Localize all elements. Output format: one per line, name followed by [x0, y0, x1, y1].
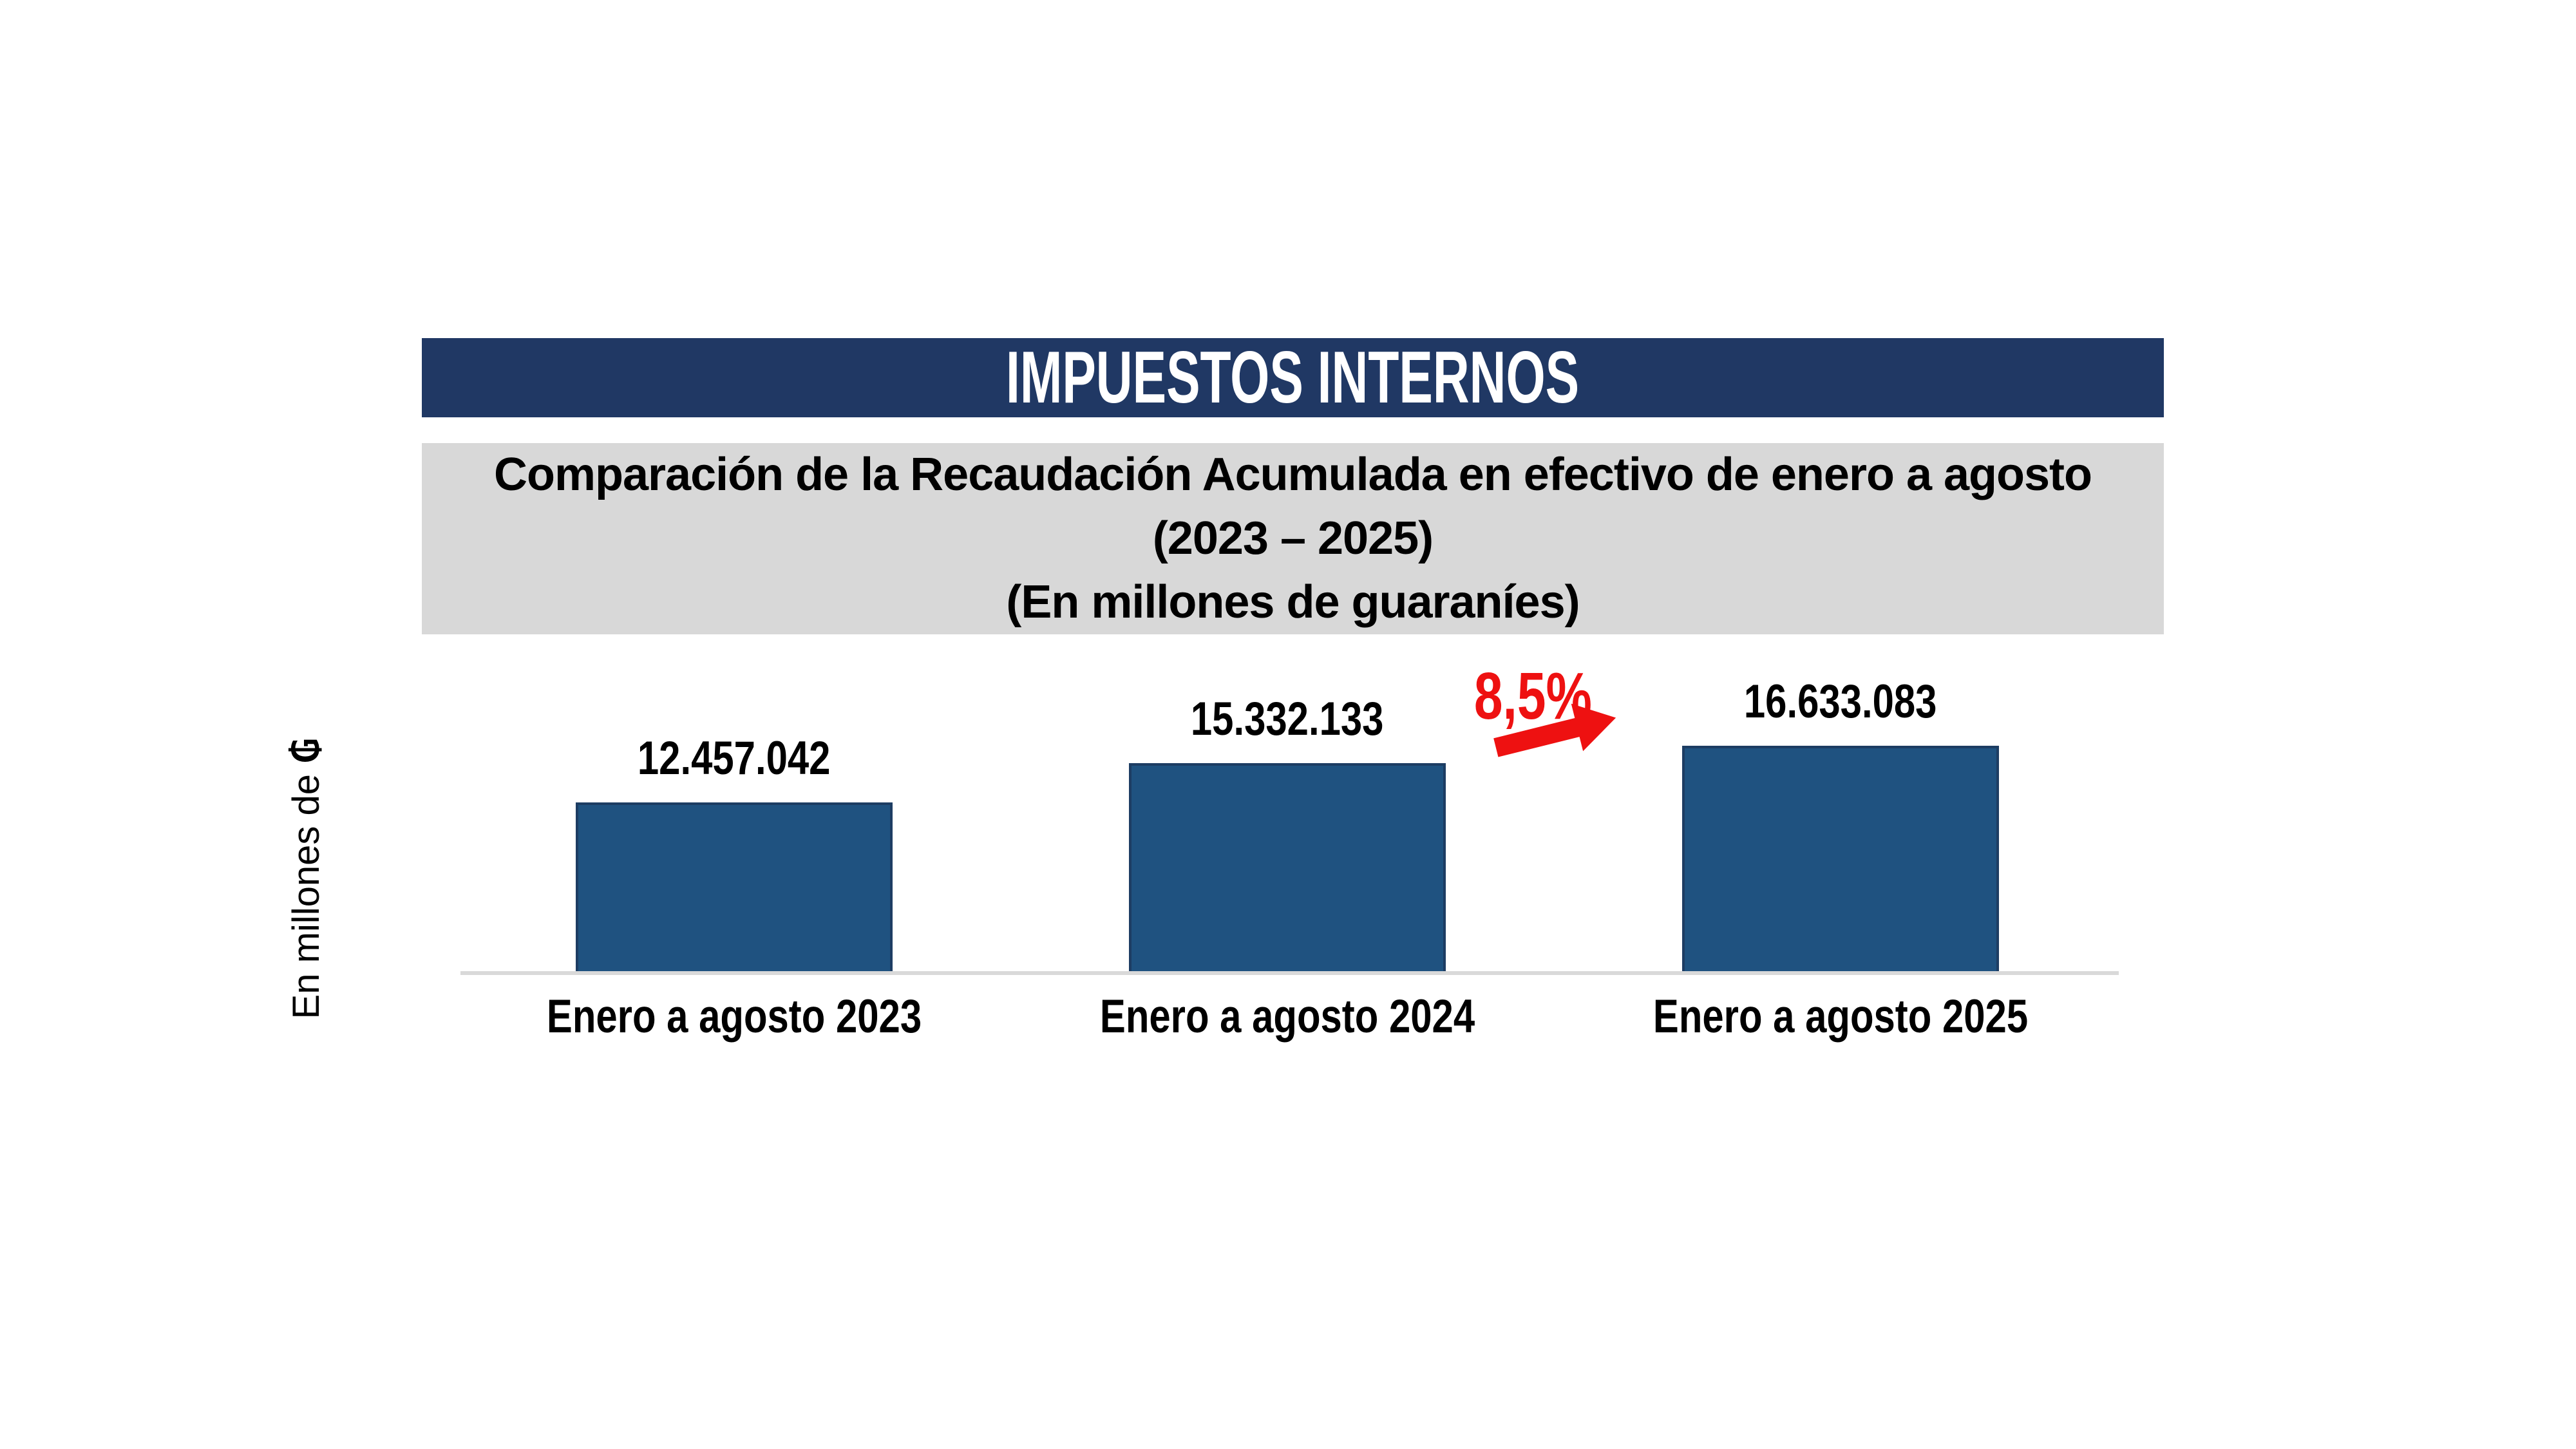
subtitle-box: Comparación de la Recaudación Acumulada … — [422, 443, 2164, 634]
category-label-2: Enero a agosto 2024 — [1099, 990, 1475, 1043]
subtitle-line-3: (En millones de guaraníes) — [1006, 576, 1580, 628]
bar-2 — [1129, 763, 1446, 971]
title-banner: IMPUESTOS INTERNOS — [422, 337, 2164, 419]
bar-value-label-2: 15.332.133 — [1191, 692, 1384, 745]
category-label-1: Enero a agosto 2023 — [546, 990, 922, 1043]
category-label-3: Enero a agosto 2025 — [1653, 990, 2029, 1043]
y-axis-label-text: En millones de — [285, 763, 327, 1019]
guarani-currency-symbol: ₲ — [283, 737, 328, 764]
growth-arrow-icon — [1484, 688, 1626, 778]
subtitle-line-2: (2023 – 2025) — [1152, 513, 1434, 564]
page-title: IMPUESTOS INTERNOS — [1006, 337, 1580, 419]
bar-value-label-1: 12.457.042 — [638, 732, 831, 784]
bar-3 — [1682, 746, 1999, 971]
subtitle-line-1: Comparación de la Recaudación Acumulada … — [493, 449, 2092, 500]
bar-value-label-3: 16.633.083 — [1744, 675, 1937, 728]
x-axis-baseline — [460, 971, 2119, 975]
bar-1 — [576, 802, 893, 971]
